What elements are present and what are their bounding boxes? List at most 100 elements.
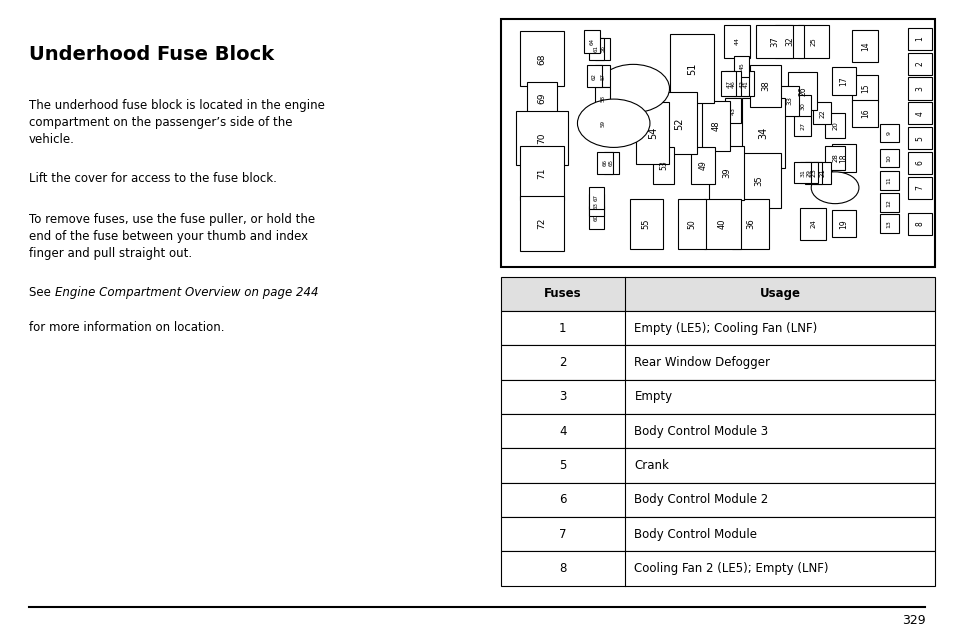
Text: 59: 59 [599,120,605,127]
Text: 58: 58 [599,95,605,102]
Bar [738,71,753,96]
Text: 37: 37 [769,36,778,47]
Bar [500,483,934,517]
Text: The underhood fuse block is located in the engine
compartment on the passenger’s: The underhood fuse block is located in t… [29,99,324,146]
Text: 4: 4 [558,425,566,438]
Bar [852,75,878,102]
Bar [800,207,825,240]
Bar [731,199,768,249]
Bar [629,199,661,249]
Text: 63: 63 [593,202,598,209]
Text: 34: 34 [758,127,768,139]
Text: Lift the cover for access to the fuse block.: Lift the cover for access to the fuse bl… [29,172,276,184]
Text: 62: 62 [591,73,596,80]
Text: 329: 329 [901,614,924,626]
Bar [723,25,750,57]
Text: 16: 16 [860,109,869,118]
Text: Underhood Fuse Block: Underhood Fuse Block [29,45,274,64]
Bar [588,206,603,229]
Bar [755,25,792,57]
Text: 45: 45 [739,62,743,70]
Bar [813,162,830,184]
Bar [879,149,898,167]
Text: 38: 38 [760,81,769,92]
Text: 15: 15 [860,84,869,93]
Bar [852,31,878,62]
Text: 61: 61 [593,45,598,52]
Text: Empty (LE5); Cooling Fan (LNF): Empty (LE5); Cooling Fan (LNF) [634,322,817,335]
Text: 70: 70 [537,132,546,144]
Text: 26: 26 [798,86,806,96]
Bar [793,95,810,116]
Bar [700,101,729,151]
Text: 66: 66 [602,160,607,167]
Text: Body Control Module 3: Body Control Module 3 [634,425,768,438]
Text: Usage: Usage [759,287,800,300]
Text: 7: 7 [558,528,566,541]
Text: 27: 27 [800,121,804,130]
Bar [750,65,780,107]
Text: 8: 8 [558,562,566,575]
Text: 54: 54 [647,127,657,139]
Text: 2: 2 [558,356,566,369]
Text: 4: 4 [914,111,923,116]
Text: 50: 50 [686,219,696,228]
Text: 65: 65 [608,160,614,167]
Bar [724,71,740,96]
Text: for more information on location.: for more information on location. [29,321,224,334]
Bar [669,34,713,104]
Text: 30: 30 [800,102,804,110]
Text: 52: 52 [673,117,683,130]
Text: Empty: Empty [634,391,672,403]
Bar [500,311,934,345]
Bar [907,177,931,199]
Text: 6: 6 [914,160,923,165]
Bar [595,38,610,60]
Text: 60: 60 [593,214,598,221]
Bar [879,124,898,142]
Bar [500,345,934,380]
Text: Cooling Fan 2 (LE5); Empty (LNF): Cooling Fan 2 (LE5); Empty (LNF) [634,562,828,575]
Bar [636,102,668,164]
Bar [734,56,748,77]
Text: 17: 17 [839,76,847,86]
Text: 14: 14 [860,41,869,51]
Text: 19: 19 [839,219,847,228]
Text: 56: 56 [599,45,605,52]
Bar [798,25,828,57]
Bar [526,82,557,114]
Text: 67: 67 [593,194,598,201]
Bar [831,144,855,172]
Text: 1: 1 [914,36,923,41]
Circle shape [577,99,649,148]
Bar [775,25,802,57]
Bar [519,197,563,251]
Bar [588,186,603,209]
Text: 31: 31 [800,169,804,177]
Bar [831,210,855,237]
Bar [500,551,934,586]
Bar [879,171,898,190]
Text: Crank: Crank [634,459,669,472]
Bar [787,73,816,109]
Text: 71: 71 [537,167,546,179]
Bar [703,199,740,249]
Text: 49: 49 [698,160,706,170]
Text: 21: 21 [819,169,824,177]
Text: 41: 41 [742,80,748,88]
Text: 51: 51 [686,62,696,75]
Bar [708,146,743,200]
Text: 68: 68 [537,53,546,64]
Text: 39: 39 [721,167,730,178]
Bar [519,146,563,200]
Text: 29: 29 [805,169,811,177]
Bar [907,102,931,125]
Bar [720,71,736,96]
Bar [500,19,934,267]
Text: 3: 3 [914,86,923,91]
Text: 35: 35 [754,175,762,186]
Bar [852,100,878,127]
Text: 23: 23 [809,169,816,177]
Text: 28: 28 [831,153,837,162]
Text: 11: 11 [886,176,891,184]
